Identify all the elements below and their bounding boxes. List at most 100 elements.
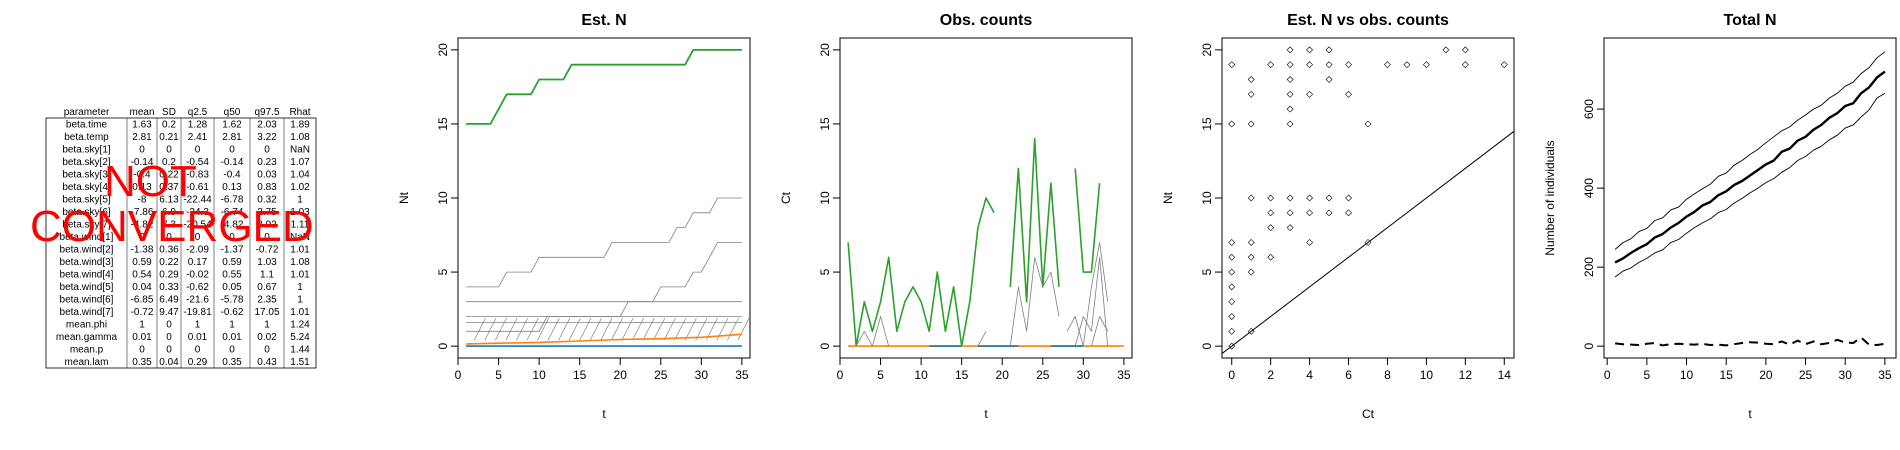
y-tick-label: 600 bbox=[1582, 99, 1596, 119]
table-cell: 0.67 bbox=[257, 282, 277, 293]
table-cell: 2.75 bbox=[257, 207, 277, 218]
x-tick-label: 10 bbox=[914, 368, 928, 382]
table-cell: 1.04 bbox=[290, 170, 310, 181]
plot-title: Total N bbox=[1723, 12, 1776, 29]
scatter-point bbox=[1307, 91, 1313, 97]
series-line-site-grey-strand bbox=[622, 318, 633, 340]
series-line-site-grey-strand bbox=[516, 318, 527, 340]
table-cell: 0 bbox=[166, 232, 172, 243]
series-line-total-observed bbox=[1615, 338, 1885, 346]
y-tick-label: 5 bbox=[436, 268, 450, 275]
table-cell: 0.33 bbox=[159, 282, 179, 293]
obs-counts-plot: Obs. counts0 5 10 15 20 25 30 3505101520tCt bbox=[779, 12, 1132, 421]
y-tick-label: 15 bbox=[436, 117, 450, 131]
table-row-label: mean.p bbox=[70, 345, 104, 356]
series-line-site-grey-strand bbox=[559, 318, 570, 340]
table-cell: 1.1 bbox=[260, 270, 274, 281]
y-axis-label: Nt bbox=[397, 191, 411, 204]
table-cell: 0 bbox=[229, 232, 235, 243]
table-cell: 6.13 bbox=[159, 195, 179, 206]
scatter-point bbox=[1326, 210, 1332, 216]
x-tick-label: 35 bbox=[735, 368, 749, 382]
scatter-point bbox=[1287, 47, 1293, 53]
table-cell: 6.49 bbox=[159, 295, 179, 306]
series-line-site-grey-strand bbox=[537, 318, 548, 340]
table-cell: 0.2 bbox=[162, 157, 176, 168]
table-cell: 0.04 bbox=[132, 282, 152, 293]
table-cell: 0.35 bbox=[132, 357, 152, 368]
scatter-point bbox=[1501, 62, 1507, 68]
table-cell: 1.07 bbox=[290, 157, 310, 168]
table-cell: 1.89 bbox=[290, 120, 310, 131]
table-cell: 1.03 bbox=[257, 257, 277, 268]
table-cell: 1 bbox=[297, 195, 303, 206]
plot-title: Obs. counts bbox=[940, 12, 1033, 29]
scatter-point bbox=[1307, 62, 1313, 68]
table-row-label: mean.lam bbox=[65, 357, 109, 368]
table-cell: -0.72 bbox=[131, 307, 154, 318]
table-cell: 0 bbox=[166, 320, 172, 331]
table-cell: 1.03 bbox=[290, 207, 310, 218]
plot-title: Est. N vs obs. counts bbox=[1287, 12, 1449, 29]
table-cell: 0 bbox=[195, 232, 201, 243]
table-header-parameter: parameter bbox=[64, 107, 110, 118]
table-cell: 0.2 bbox=[162, 120, 176, 131]
table-cell: 7.3 bbox=[162, 220, 176, 231]
table-cell: 0.04 bbox=[159, 357, 179, 368]
series-line-site-grey-strand bbox=[738, 318, 749, 340]
table-cell: 0 bbox=[166, 332, 172, 343]
table-header-q975: q97.5 bbox=[254, 107, 279, 118]
est-n-plot: Est. N0 5 10 15 20 25 30 3505101520tNt bbox=[397, 12, 750, 421]
table-cell: 0.02 bbox=[257, 332, 277, 343]
table-cell: NaN bbox=[290, 145, 310, 156]
table-cell: 0.01 bbox=[222, 332, 242, 343]
scatter-point bbox=[1268, 210, 1274, 216]
table-cell: 0.55 bbox=[222, 270, 242, 281]
table-cell: -21.6 bbox=[186, 295, 209, 306]
table-cell: 0.13 bbox=[132, 182, 152, 193]
table-cell: -0.83 bbox=[186, 170, 209, 181]
x-tick-label: 30 bbox=[1839, 368, 1853, 382]
table-cell: 17.05 bbox=[254, 307, 279, 318]
x-axis-label: t bbox=[602, 407, 606, 421]
scatter-point bbox=[1326, 62, 1332, 68]
table-cell: -24.3 bbox=[186, 207, 209, 218]
table-row-label: beta.sky[2] bbox=[62, 157, 111, 168]
x-tick-label: 5 bbox=[495, 368, 502, 382]
table-cell: 1.01 bbox=[290, 245, 310, 256]
scatter-point bbox=[1287, 62, 1293, 68]
y-tick-label: 10 bbox=[436, 191, 450, 205]
table-cell: 1.08 bbox=[290, 132, 310, 143]
scatter-point bbox=[1287, 225, 1293, 231]
scatter-point bbox=[1423, 62, 1429, 68]
series-line-counts-grey-d bbox=[1067, 242, 1108, 346]
table-cell: 1 bbox=[195, 320, 201, 331]
plot-frame bbox=[1222, 38, 1514, 358]
y-tick-label: 400 bbox=[1582, 178, 1596, 198]
table-cell: 0 bbox=[229, 345, 235, 356]
est-n-vs-counts-plot: Est. N vs obs. counts0 2 4 6 8 10 12 1405101520… bbox=[1161, 12, 1514, 421]
x-tick-label: 15 bbox=[1720, 368, 1734, 382]
x-tick-label: 30 bbox=[1077, 368, 1091, 382]
table-cell: 1.02 bbox=[290, 182, 310, 193]
x-tick-label: 10 bbox=[532, 368, 546, 382]
table-cell: 1.51 bbox=[290, 357, 310, 368]
table-cell: 0 bbox=[264, 145, 270, 156]
scatter-point bbox=[1229, 254, 1235, 260]
series-line-counts-grey-b bbox=[978, 331, 986, 346]
scatter-point bbox=[1248, 91, 1254, 97]
table-cell: 1 bbox=[297, 295, 303, 306]
scatter-point bbox=[1268, 225, 1274, 231]
table-cell: -0.02 bbox=[186, 270, 209, 281]
table-cell: 0.29 bbox=[188, 357, 208, 368]
table-row-label: beta.wind[5] bbox=[60, 282, 114, 293]
plot-frame bbox=[1604, 38, 1896, 358]
scatter-point bbox=[1346, 91, 1352, 97]
y-axis-label: Nt bbox=[1161, 191, 1175, 204]
table-cell: NaN bbox=[290, 232, 310, 243]
table-cell: -5.78 bbox=[221, 295, 244, 306]
series-line-site-grey-strand bbox=[548, 318, 559, 340]
table-cell: 1 bbox=[229, 320, 235, 331]
table-cell: 2.81 bbox=[132, 132, 152, 143]
scatter-point bbox=[1287, 91, 1293, 97]
